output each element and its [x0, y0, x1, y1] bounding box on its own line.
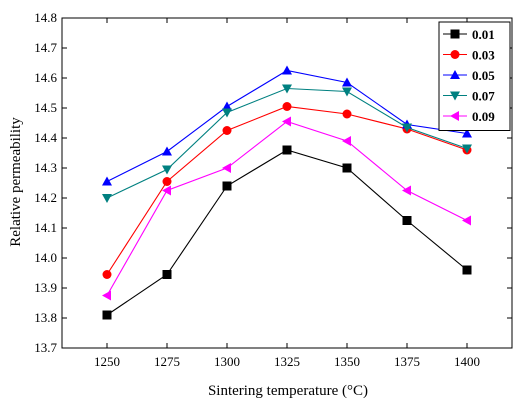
x-tick-label: 1275: [154, 354, 180, 369]
y-tick-label: 13.8: [34, 310, 57, 325]
series-0.09: [102, 116, 471, 301]
y-tick-label: 14.8: [34, 10, 57, 25]
legend-item: 0.05: [443, 68, 495, 83]
legend-label: 0.09: [472, 109, 495, 124]
data-point: [462, 265, 472, 275]
data-point: [102, 270, 112, 279]
y-axis-title: Relative permeability: [8, 117, 24, 247]
y-tick-label: 13.9: [34, 280, 57, 295]
data-point: [342, 77, 352, 87]
legend-marker: [450, 111, 459, 121]
series-0.05: [102, 65, 472, 186]
legend-label: 0.05: [472, 68, 495, 83]
data-point: [462, 128, 472, 138]
legend-label: 0.07: [472, 89, 495, 104]
data-point: [462, 144, 472, 154]
y-tick-label: 14.3: [34, 160, 57, 175]
series-layer: [102, 65, 472, 320]
y-tick-label: 14.1: [34, 220, 57, 235]
x-tick-label: 1350: [334, 354, 360, 369]
series-0.03: [102, 102, 472, 279]
y-tick-label: 14.0: [34, 250, 57, 265]
data-point: [162, 177, 172, 186]
series-line: [106, 105, 468, 275]
data-point: [342, 163, 352, 173]
series-0.07: [102, 84, 472, 203]
data-point: [342, 136, 351, 146]
data-point: [462, 215, 471, 226]
data-point: [162, 146, 172, 156]
x-tick-label: 1300: [214, 354, 240, 369]
series-line: [106, 149, 468, 316]
legend-box: [438, 21, 511, 131]
data-point: [162, 270, 172, 279]
data-point: [162, 165, 172, 175]
data-point: [282, 84, 292, 94]
x-tick-label: 1325: [274, 354, 300, 369]
data-point: [402, 216, 412, 225]
series-0.01: [102, 145, 472, 320]
y-tick-label: 14.6: [34, 70, 57, 85]
x-tick-label: 1250: [94, 354, 120, 369]
data-point: [222, 108, 232, 118]
data-point: [222, 181, 232, 191]
data-point: [102, 290, 111, 301]
data-point: [222, 101, 232, 111]
y-tick-label: 14.5: [34, 100, 57, 115]
data-point: [282, 116, 291, 127]
data-point: [102, 194, 112, 203]
legend-label: 0.01: [472, 27, 495, 42]
data-point: [222, 126, 232, 135]
y-tick-label: 13.7: [34, 340, 57, 355]
data-point: [342, 109, 352, 119]
x-axis-title: Sintering temperature (°C): [208, 383, 368, 399]
y-tick-label: 14.4: [34, 130, 57, 145]
y-tick-label: 14.7: [34, 40, 57, 55]
legend-item: 0.07: [443, 89, 495, 104]
data-point: [402, 185, 411, 196]
legend-item: 0.01: [443, 27, 495, 42]
legend-marker: [450, 70, 460, 79]
x-tick-label: 1375: [394, 354, 420, 369]
data-point: [342, 87, 352, 97]
legend-item: 0.09: [443, 109, 495, 124]
data-point: [402, 123, 412, 133]
legend-marker: [450, 50, 460, 59]
legend-marker: [450, 91, 460, 101]
data-point: [162, 185, 171, 196]
data-point: [102, 310, 112, 320]
axes: 13.7 13.8 13.9 14.0 14.1 14.2 14.3 14.4 14.5 14.6…: [34, 10, 513, 369]
data-point: [102, 176, 112, 186]
data-point: [222, 163, 231, 173]
legend: 0.01 0.03 0.05 0.07 0.09: [438, 21, 511, 131]
data-point: [282, 102, 292, 111]
x-tick-label: 1400: [454, 354, 480, 369]
legend-label: 0.03: [472, 48, 495, 63]
legend-item: 0.03: [443, 48, 495, 63]
data-point: [282, 65, 292, 75]
y-tick-label: 14.2: [34, 190, 57, 205]
legend-marker: [450, 29, 460, 39]
data-point: [282, 145, 292, 155]
